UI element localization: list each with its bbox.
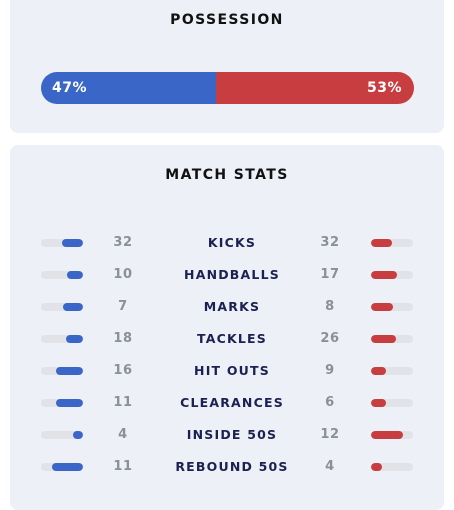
stat-home-bar-fill <box>63 303 83 311</box>
stat-row: 18 TACKLES 26 <box>10 329 444 349</box>
stat-home-value: 7 <box>118 299 128 314</box>
stat-home-bar <box>41 463 83 471</box>
stat-home-bar-fill <box>55 399 83 407</box>
stat-home-value: 16 <box>113 363 133 378</box>
match-stats-card: MATCH STATS 32 KICKS 32 10 HANDBALLS 17 7 MARKS… <box>10 145 444 510</box>
match-stats-title: MATCH STATS <box>165 167 289 183</box>
stat-home-bar <box>41 271 83 279</box>
stat-away-bar <box>371 399 413 407</box>
stat-home-value: 32 <box>113 235 133 250</box>
stat-label: TACKLES <box>197 331 267 346</box>
stat-home-bar <box>41 303 83 311</box>
stat-home-value: 11 <box>113 459 133 474</box>
stat-home-bar-fill <box>65 335 83 343</box>
possession-home-percent: 47% <box>52 80 88 96</box>
stat-away-bar <box>371 271 413 279</box>
stat-away-bar-fill <box>371 335 396 343</box>
stat-row: 11 REBOUND 50S 4 <box>10 457 444 477</box>
stat-label: REBOUND 50S <box>175 459 289 474</box>
stat-home-bar <box>41 367 83 375</box>
stat-label: CLEARANCES <box>180 395 284 410</box>
stat-home-bar-fill <box>72 431 83 439</box>
stat-away-value: 8 <box>325 299 335 314</box>
stat-away-bar-fill <box>371 239 392 247</box>
possession-title: POSSESSION <box>170 12 284 28</box>
stat-home-value: 11 <box>113 395 133 410</box>
possession-bar: 47% 53% <box>41 72 414 104</box>
stat-away-bar <box>371 463 413 471</box>
stat-away-bar-fill <box>371 431 403 439</box>
stat-row: 7 MARKS 8 <box>10 297 444 317</box>
stat-away-value: 12 <box>320 427 340 442</box>
stat-row: 11 CLEARANCES 6 <box>10 393 444 413</box>
stat-home-bar-fill <box>62 239 83 247</box>
stat-home-bar <box>41 431 83 439</box>
stat-away-bar <box>371 303 413 311</box>
possession-card: POSSESSION 47% 53% <box>10 0 444 133</box>
stat-away-value: 32 <box>320 235 340 250</box>
stat-label: INSIDE 50S <box>186 427 278 442</box>
stat-row: 4 INSIDE 50S 12 <box>10 425 444 445</box>
stat-home-bar <box>41 239 83 247</box>
stat-home-bar <box>41 399 83 407</box>
stat-away-bar-fill <box>371 303 394 311</box>
stat-away-value: 17 <box>320 267 340 282</box>
stat-away-value: 9 <box>325 363 335 378</box>
stat-away-bar <box>371 367 413 375</box>
stat-away-bar-fill <box>371 463 383 471</box>
possession-home-segment: 47% <box>41 72 217 104</box>
stat-row: 32 KICKS 32 <box>10 233 444 253</box>
stat-away-bar <box>371 335 413 343</box>
stat-home-bar-fill <box>67 271 83 279</box>
stat-away-value: 6 <box>325 395 335 410</box>
stat-away-bar-fill <box>371 271 398 279</box>
stat-row: 16 HIT OUTS 9 <box>10 361 444 381</box>
stat-away-bar-fill <box>371 367 387 375</box>
stat-away-bar <box>371 239 413 247</box>
stat-away-value: 4 <box>325 459 335 474</box>
stat-home-value: 18 <box>113 331 133 346</box>
stat-label: HANDBALLS <box>184 267 280 282</box>
stat-home-value: 10 <box>113 267 133 282</box>
stat-home-value: 4 <box>118 427 128 442</box>
possession-away-percent: 53% <box>366 80 402 96</box>
stat-away-bar <box>371 431 413 439</box>
stat-away-value: 26 <box>320 331 340 346</box>
stat-home-bar-fill <box>56 367 83 375</box>
stat-label: MARKS <box>203 299 261 314</box>
stat-home-bar-fill <box>52 463 83 471</box>
stat-away-bar-fill <box>371 399 386 407</box>
possession-away-segment: 53% <box>216 72 414 104</box>
stat-row: 10 HANDBALLS 17 <box>10 265 444 285</box>
stat-label: KICKS <box>207 235 257 250</box>
stat-home-bar <box>41 335 83 343</box>
stat-label: HIT OUTS <box>194 363 270 378</box>
